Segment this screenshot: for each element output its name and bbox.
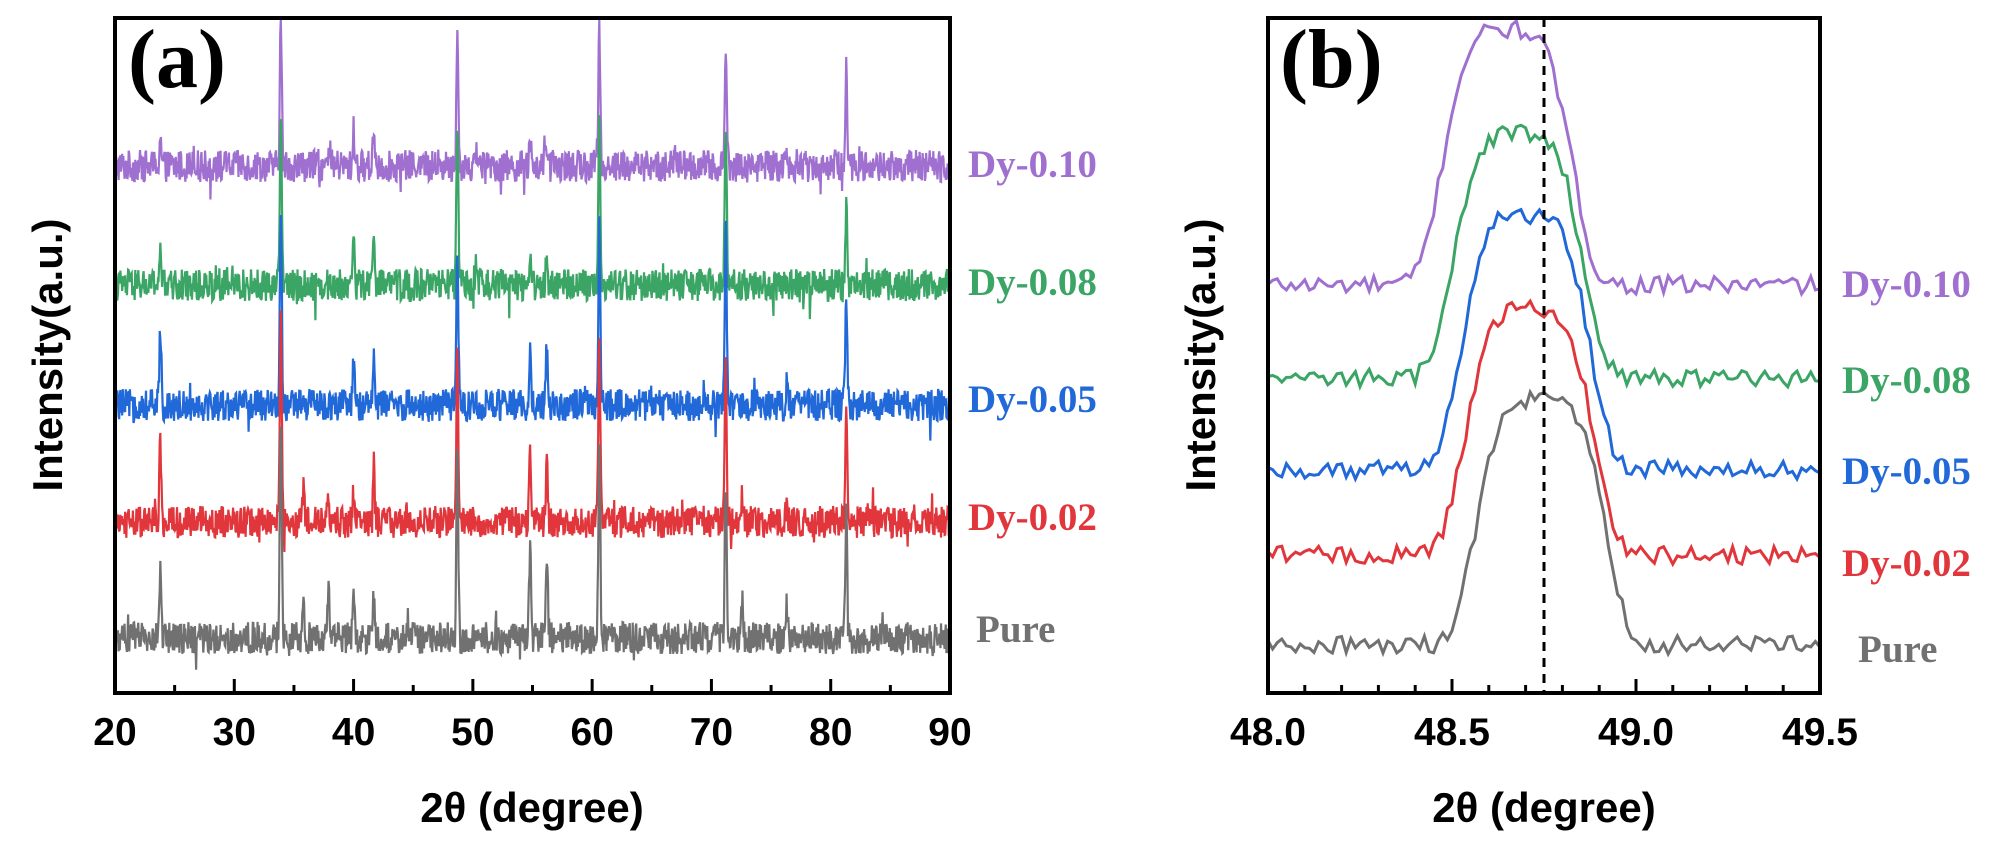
panel-b-frame: [1266, 16, 1822, 695]
panel-b-series-label: Pure: [1858, 628, 1937, 671]
panel-a-label: (a): [128, 13, 226, 106]
panel-a-series-pure-line: [113, 426, 952, 670]
panel-a-x-tick-label: 30: [213, 711, 256, 754]
panel-b-label: (b): [1280, 13, 1383, 106]
panel-b-series-label: Dy-0.08: [1842, 359, 1971, 402]
panel-a-series-label: Dy-0.10: [968, 143, 1097, 186]
panel-a-x-tick-label: 70: [690, 711, 733, 754]
panel-b-series-label: Dy-0.10: [1842, 263, 1971, 306]
panel-a-series-label: Dy-0.05: [968, 378, 1097, 421]
panel-a: Dy-0.10 Dy-0.08 Dy-0.05 Dy-0.02 Pure 20 30 40 5…: [24, 13, 1097, 831]
panel-a-series-dy-010-line: [114, 19, 952, 200]
panel-a-x-tick-label: 60: [570, 711, 613, 754]
panel-a-x-ticks: 20 30 40 50 60 70 80 90: [93, 679, 972, 754]
panel-a-series-labels: Dy-0.10 Dy-0.08 Dy-0.05 Dy-0.02 Pure: [968, 143, 1097, 651]
panel-a-y-axis-title: Intensity(a.u.): [24, 218, 71, 491]
panel-a-series-group: [113, 19, 952, 670]
panel-b-x-tick-label: 49.0: [1598, 711, 1674, 754]
panel-b-x-tick-label: 48.0: [1230, 711, 1306, 754]
panel-a-x-tick-label: 90: [928, 711, 971, 754]
panel-b-x-ticks: 48.0 48.5 49.0 49.5: [1230, 679, 1858, 754]
panel-b-series-labels: Dy-0.10 Dy-0.08 Dy-0.05 Dy-0.02 Pure: [1842, 263, 1971, 671]
panel-a-series-label: Dy-0.02: [968, 496, 1097, 539]
panel-b-series-label: Dy-0.05: [1842, 450, 1971, 493]
panel-a-series-label: Dy-0.08: [968, 261, 1097, 304]
panel-a-x-tick-label: 40: [332, 711, 375, 754]
panel-a-x-tick-label: 20: [93, 711, 136, 754]
panel-a-frame: [113, 16, 952, 695]
panel-a-x-axis-title: 2θ (degree): [420, 784, 643, 831]
panel-b-x-tick-label: 49.5: [1782, 711, 1858, 754]
panel-a-series-dy-008-line: [113, 115, 952, 321]
panel-b-y-axis-title: Intensity(a.u.): [1177, 218, 1224, 491]
panel-b-x-axis-title: 2θ (degree): [1432, 784, 1655, 831]
panel-a-series-dy-005-line: [113, 215, 952, 441]
panel-a-x-tick-label: 50: [451, 711, 494, 754]
panel-b-x-tick-label: 48.5: [1414, 711, 1490, 754]
panel-a-series-label: Pure: [976, 608, 1055, 651]
panel-b-series-label: Dy-0.02: [1842, 542, 1971, 585]
panel-b-series-dy-002-line: [1266, 298, 1821, 568]
panel-a-series-dy-002-line: [113, 310, 952, 552]
panel-a-x-tick-label: 80: [809, 711, 852, 754]
